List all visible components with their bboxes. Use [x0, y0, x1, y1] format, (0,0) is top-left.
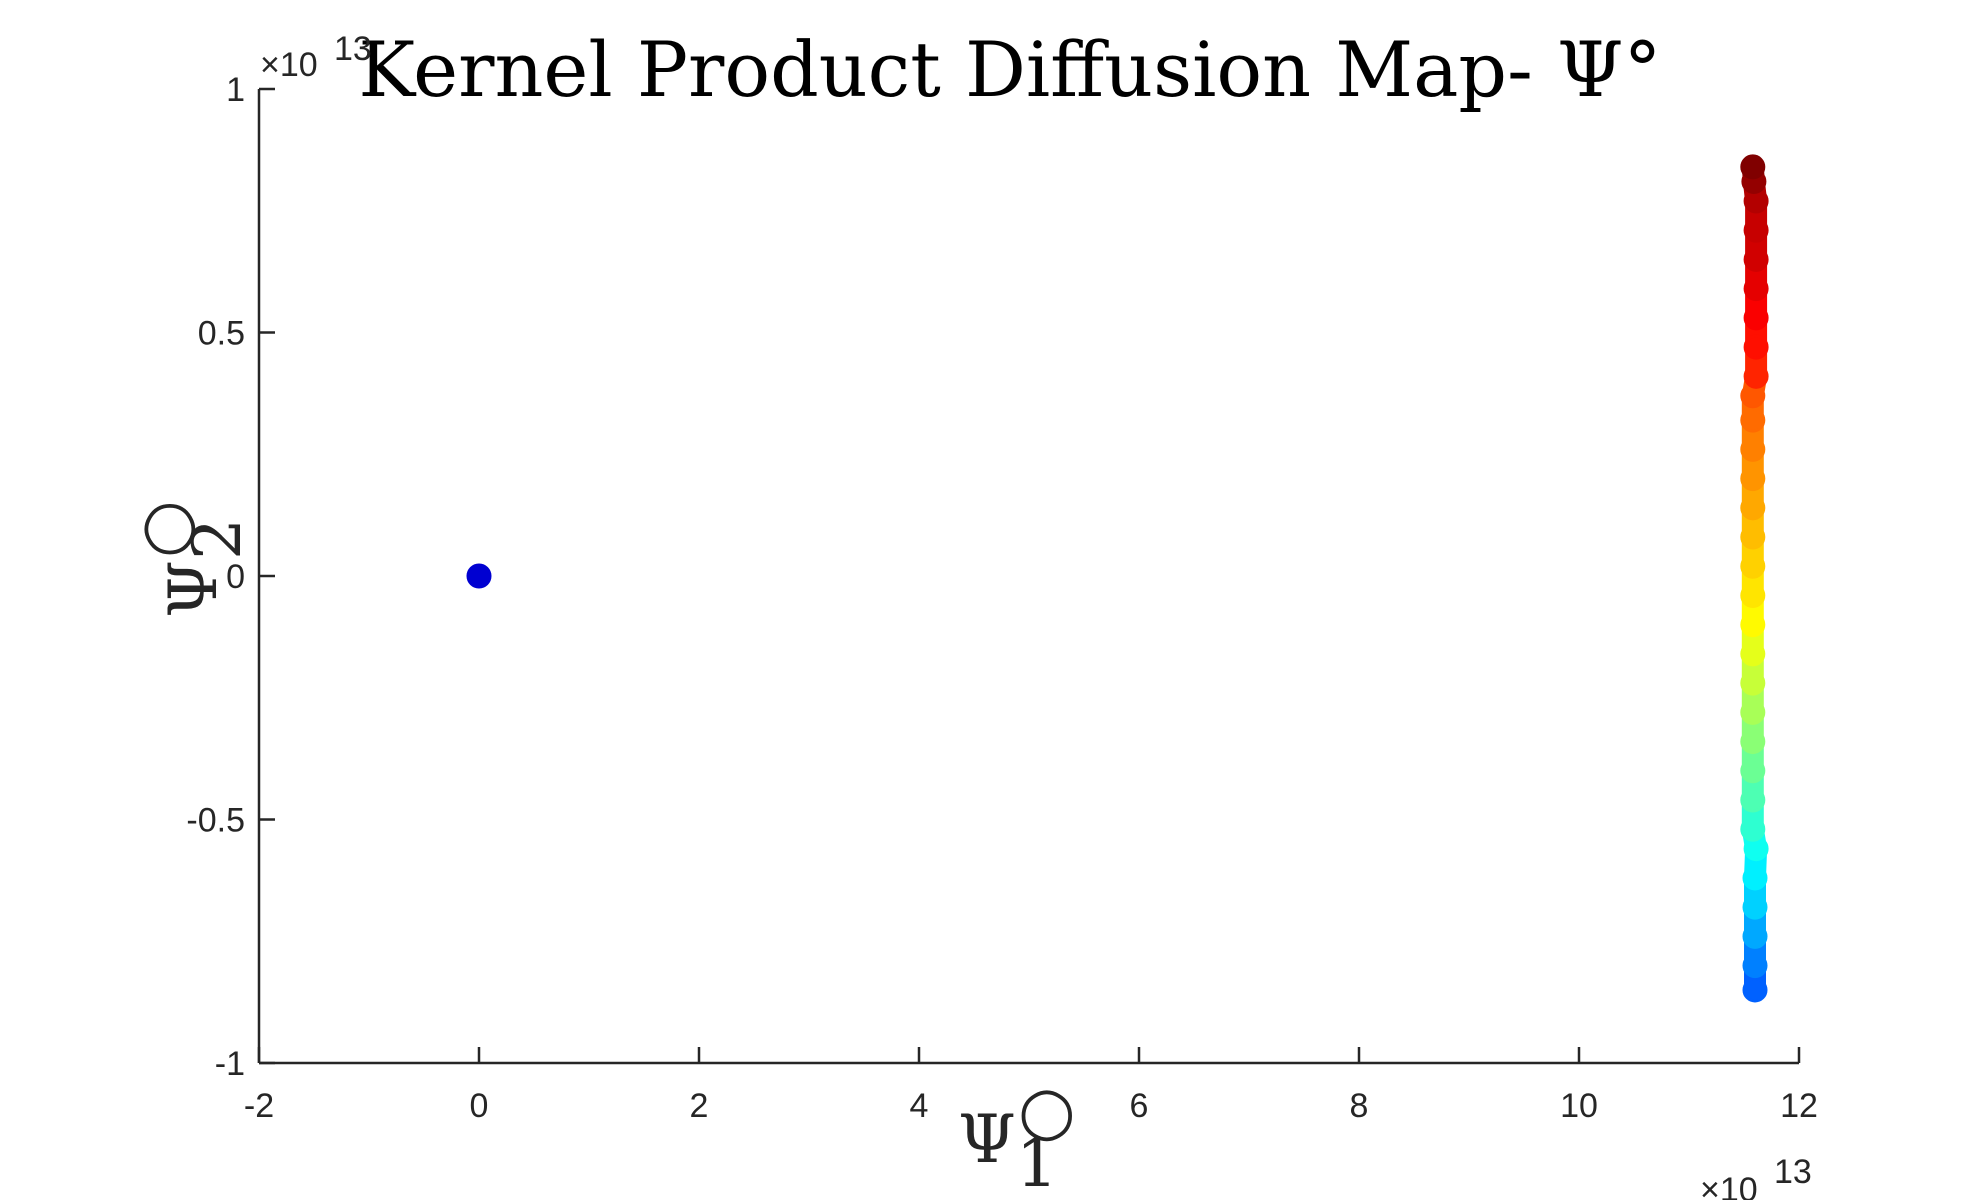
data-point [1740, 641, 1766, 667]
data-point [1740, 670, 1766, 696]
y-exponent-label: ×10 13 [260, 30, 372, 84]
x-axis-label-sup: ○ [1018, 1072, 1076, 1149]
data-point [1743, 276, 1769, 302]
x-ticks: -2 0 2 4 6 8 10 12 [244, 1047, 1818, 1125]
chart-title: Kernel Product Diffusion Map- Ψ° [358, 25, 1661, 114]
data-point [1740, 729, 1766, 755]
y-axis-label-base: Ψ [155, 560, 232, 618]
y-tick-label: 0 [226, 558, 245, 596]
data-point [1740, 466, 1766, 492]
data-point [1742, 977, 1768, 1003]
data-point [1740, 787, 1766, 813]
data-point [1740, 816, 1766, 842]
y-tick-label: 1 [226, 71, 245, 109]
x-tick-label: 4 [910, 1087, 929, 1125]
x-tick-label: -2 [244, 1087, 274, 1125]
data-point [1742, 953, 1768, 979]
data-point [1740, 524, 1766, 550]
y-axis-label-sub: 2 [179, 518, 256, 560]
data-point [1742, 894, 1768, 920]
data-point [1743, 217, 1769, 243]
x-tick-label: 2 [690, 1087, 709, 1125]
x-tick-label: 0 [470, 1087, 489, 1125]
data-point [1743, 246, 1769, 272]
data-point [1742, 923, 1768, 949]
x-tick-label: 8 [1350, 1087, 1369, 1125]
y-exponent-prefix: ×10 [260, 46, 318, 84]
x-exponent-label: ×10 13 [1700, 1153, 1812, 1200]
x-axis-label-base: Ψ [958, 1101, 1016, 1178]
x-exponent-power: 13 [1774, 1153, 1812, 1191]
y-ticks: -1 -0.5 0 0.5 1 [186, 71, 275, 1083]
data-point [1743, 334, 1769, 360]
x-tick-label: 12 [1780, 1087, 1818, 1125]
data-point [1742, 865, 1768, 891]
data-point [1740, 407, 1766, 433]
y-axis-label-sup: ○ [126, 500, 203, 558]
data-point [1743, 305, 1769, 331]
y-tick-label: -0.5 [186, 802, 245, 840]
y-tick-label: -1 [215, 1045, 245, 1083]
y-exponent-power: 13 [334, 30, 372, 68]
data-point [1740, 758, 1766, 784]
data-point [1740, 154, 1766, 180]
x-axis-label: Ψ ○ 1 [958, 1072, 1076, 1200]
y-axis-label: Ψ ○ 2 [126, 500, 256, 618]
data-point [1743, 363, 1769, 389]
data-point [1740, 436, 1766, 462]
data-points [466, 154, 1769, 1003]
x-exponent-prefix: ×10 [1700, 1171, 1758, 1200]
x-tick-label: 10 [1560, 1087, 1598, 1125]
data-point [466, 563, 492, 589]
data-point [1740, 699, 1766, 725]
data-point [1740, 582, 1766, 608]
x-axis-label-sub: 1 [1016, 1125, 1058, 1200]
data-point [1740, 553, 1766, 579]
y-tick-label: 0.5 [198, 315, 245, 353]
x-tick-label: 6 [1130, 1087, 1149, 1125]
data-point [1740, 612, 1766, 638]
data-point [1740, 495, 1766, 521]
